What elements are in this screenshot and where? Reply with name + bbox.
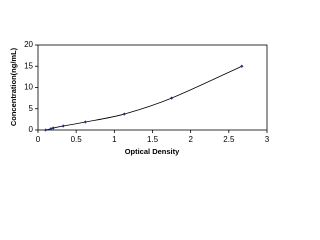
x-tick-label: 0.5 bbox=[71, 135, 83, 144]
point bbox=[61, 124, 65, 128]
y-axis-label: Concentration(ng/mL) bbox=[9, 47, 18, 126]
y-tick-label: 0 bbox=[29, 125, 34, 134]
chart: Optical Density Concentration(ng/mL) 0 5 1… bbox=[9, 40, 270, 156]
x-tick-label: 0 bbox=[36, 135, 41, 144]
y-tick-label: 5 bbox=[29, 104, 34, 113]
curve bbox=[45, 65, 242, 131]
y-tick-label: 10 bbox=[24, 83, 33, 92]
x-axis-label: Optical Density bbox=[125, 147, 180, 156]
plot-frame bbox=[37, 44, 268, 131]
point bbox=[122, 112, 126, 116]
point bbox=[49, 127, 53, 131]
point bbox=[44, 128, 48, 132]
x-tick-label: 1.5 bbox=[147, 135, 159, 144]
y-tick-label: 20 bbox=[24, 40, 33, 49]
x-tick-label: 2.5 bbox=[223, 135, 235, 144]
point bbox=[51, 126, 55, 130]
y-tick-label: 15 bbox=[24, 61, 33, 70]
point bbox=[83, 120, 87, 124]
x-tick-label: 3 bbox=[265, 135, 270, 144]
x-tick-label: 1 bbox=[112, 135, 117, 144]
x-tick-label: 2 bbox=[188, 135, 193, 144]
point bbox=[240, 64, 244, 68]
point bbox=[169, 96, 174, 100]
